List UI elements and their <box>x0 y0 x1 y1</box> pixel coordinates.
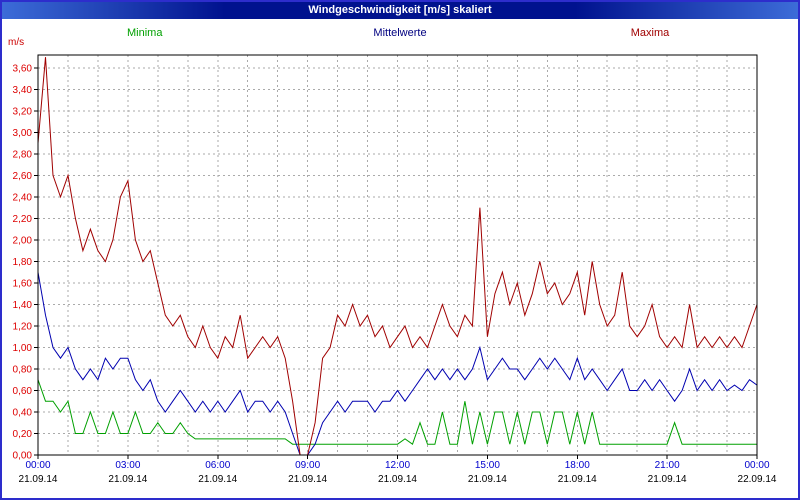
y-tick-label: 2,20 <box>13 214 33 225</box>
x-tick-date-label: 21.09.14 <box>19 474 58 485</box>
legend-minima: Minima <box>127 27 163 39</box>
page-title: Windgeschwindigkeit [m/s] skaliert <box>308 4 492 16</box>
x-tick-time-label: 03:00 <box>115 460 140 471</box>
y-tick-label: 2,00 <box>13 235 33 246</box>
y-tick-label: 1,60 <box>13 278 33 289</box>
x-tick-date-label: 21.09.14 <box>558 474 597 485</box>
legend-maxima: Maxima <box>631 27 670 39</box>
y-tick-label: 1,00 <box>13 343 33 354</box>
series-line-minima <box>37 379 757 445</box>
series-line-maxima <box>37 57 758 456</box>
x-tick-time-label: 00:00 <box>744 460 769 471</box>
y-tick-label: 2,60 <box>13 171 33 182</box>
y-tick-label: 0,80 <box>13 364 33 375</box>
grid-lines <box>38 55 757 455</box>
x-tick-time-label: 18:00 <box>565 460 590 471</box>
y-tick-label: 3,00 <box>13 128 33 139</box>
y-tick-label: 2,80 <box>13 149 33 160</box>
data-series <box>37 57 758 456</box>
x-tick-time-label: 00:00 <box>25 460 50 471</box>
y-tick-label: 1,80 <box>13 257 33 268</box>
y-tick-label: 3,20 <box>13 106 33 117</box>
plot-area-border <box>37 54 758 456</box>
x-axis-labels: 00:00 21.09.14 03:00 21.09.14 06:00 21.09.14 0… <box>19 460 777 485</box>
y-axis-labels: 0,00 0,20 0,40 0,60 0,80 1,00 1,20 1,40 1,60 1,80… <box>13 63 33 461</box>
y-tick-label: 2,40 <box>13 192 33 203</box>
x-tick-time-label: 09:00 <box>295 460 320 471</box>
x-tick-time-label: 12:00 <box>385 460 410 471</box>
x-tick-date-label: 21.09.14 <box>378 474 417 485</box>
x-tick-time-label: 21:00 <box>655 460 680 471</box>
y-axis-unit-label: m/s <box>8 37 24 48</box>
y-tick-label: 0,20 <box>13 429 33 440</box>
y-tick-label: 0,00 <box>13 451 33 462</box>
y-tick-label: 1,20 <box>13 321 33 332</box>
x-tick-time-label: 06:00 <box>205 460 230 471</box>
y-tick-label: 3,40 <box>13 85 33 96</box>
x-tick-date-label: 21.09.14 <box>468 474 507 485</box>
legend-mittelwerte: Mittelwerte <box>373 27 426 39</box>
series-line-mittelwerte <box>37 272 758 456</box>
x-tick-date-label: 22.09.14 <box>738 474 777 485</box>
title-bar: Windgeschwindigkeit [m/s] skaliert <box>2 2 798 19</box>
axis-ticks <box>34 67 758 459</box>
x-tick-date-label: 21.09.14 <box>108 474 147 485</box>
x-tick-date-label: 21.09.14 <box>288 474 327 485</box>
y-tick-label: 0,40 <box>13 407 33 418</box>
x-tick-time-label: 15:00 <box>475 460 500 471</box>
x-tick-date-label: 21.09.14 <box>648 474 687 485</box>
y-tick-label: 3,60 <box>13 63 33 74</box>
y-tick-label: 0,60 <box>13 386 33 397</box>
y-tick-label: 1,40 <box>13 300 33 311</box>
x-tick-date-label: 21.09.14 <box>198 474 237 485</box>
